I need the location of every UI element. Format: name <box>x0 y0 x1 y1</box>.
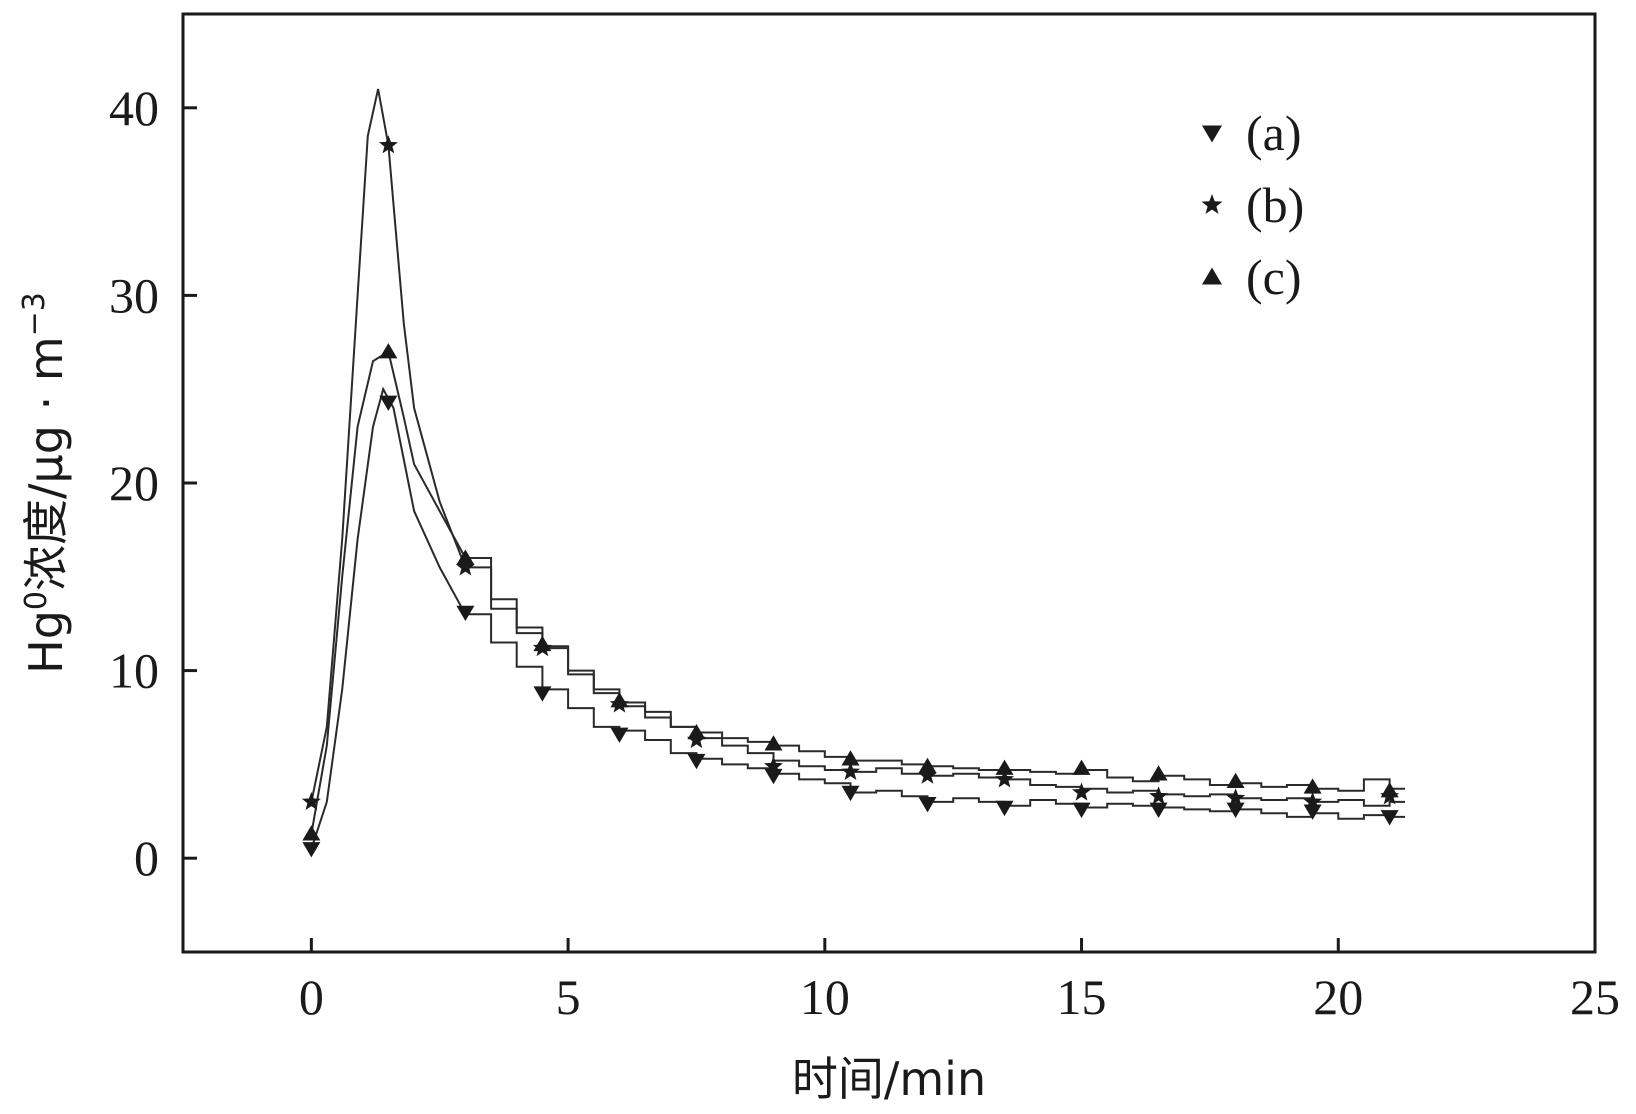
y-axis-title-base: Hg <box>19 610 73 674</box>
y-tick-label: 40 <box>109 80 159 136</box>
legend-marker-2 <box>1201 194 1223 214</box>
x-tick-label: 15 <box>1057 969 1107 1025</box>
y-tick-label: 0 <box>134 830 159 886</box>
series-1-marker <box>610 727 629 743</box>
legend: (a) (b) (c) <box>1201 105 1304 305</box>
series-line-3 <box>310 350 1405 834</box>
series-2-marker <box>301 791 321 810</box>
series-1-marker <box>841 785 860 802</box>
series-3-marker <box>1149 765 1168 781</box>
series-2-marker <box>1226 788 1246 807</box>
legend-marker-3 <box>1202 267 1222 285</box>
y-tick-label: 30 <box>109 267 159 323</box>
series-3-marker <box>687 723 706 740</box>
x-tick-label: 10 <box>800 969 850 1025</box>
y-axis-title-sup: 0 <box>19 591 54 610</box>
series-1-marker <box>918 797 937 813</box>
series-3-marker <box>379 343 398 359</box>
series-2-marker <box>378 135 398 154</box>
y-axis-title-exp: −3 <box>17 292 52 336</box>
legend-label-3: (c) <box>1246 249 1302 305</box>
series-line-2 <box>310 88 1405 807</box>
y-axis-title-rest: 浓度/μg · m <box>19 336 73 591</box>
series-1-marker <box>687 753 706 770</box>
series-3-marker <box>456 549 475 565</box>
series-3-marker <box>764 735 783 751</box>
series-3-marker <box>302 825 321 841</box>
series-3-marker <box>1380 782 1399 798</box>
series-markers <box>301 135 1400 858</box>
series-3-marker <box>918 757 937 774</box>
series-2-marker <box>841 761 860 780</box>
series-3-marker <box>841 750 860 766</box>
x-tick-label: 20 <box>1313 969 1363 1025</box>
y-tick-label: 10 <box>109 643 159 699</box>
x-axis-title: 时间/min <box>792 1052 986 1106</box>
series-1-marker <box>456 605 475 621</box>
legend-label-2: (b) <box>1246 177 1304 233</box>
series-3-marker <box>533 635 552 652</box>
series-3-marker <box>995 759 1014 775</box>
series-1-marker <box>764 768 783 785</box>
series-1-marker <box>533 686 552 702</box>
series-2-marker <box>1072 782 1092 801</box>
legend-label-1: (a) <box>1246 105 1302 161</box>
series-3-marker <box>610 692 629 708</box>
y-tick-label: 20 <box>109 455 159 511</box>
series-1-marker <box>1226 802 1245 818</box>
series-1-marker <box>1380 810 1399 826</box>
x-axis-ticks: 0 5 10 15 20 25 <box>299 938 1620 1025</box>
series-1-marker <box>1149 802 1168 818</box>
series-2-marker <box>918 765 937 784</box>
series-2-marker <box>764 756 783 775</box>
series-1-marker <box>379 395 398 411</box>
legend-marker-1 <box>1202 125 1222 143</box>
y-axis-title: Hg0浓度/μg · m−3 <box>17 292 73 674</box>
series-2-marker <box>455 557 475 576</box>
series-lines <box>310 88 1405 850</box>
x-tick-label: 0 <box>299 969 324 1025</box>
series-1-marker <box>995 800 1014 817</box>
series-2-marker <box>1149 786 1169 805</box>
y-axis-ticks: 0 10 20 30 40 <box>109 80 197 886</box>
series-1-marker <box>1072 802 1091 818</box>
series-1-marker <box>302 842 321 858</box>
series-3-marker <box>1226 772 1245 789</box>
series-3-marker <box>1303 778 1322 794</box>
series-3-marker <box>1072 759 1091 775</box>
series-line-1 <box>310 386 1405 850</box>
x-tick-label: 5 <box>556 969 581 1025</box>
series-2-marker <box>1303 791 1323 810</box>
series-2-marker <box>995 769 1014 788</box>
x-tick-label: 25 <box>1570 969 1620 1025</box>
